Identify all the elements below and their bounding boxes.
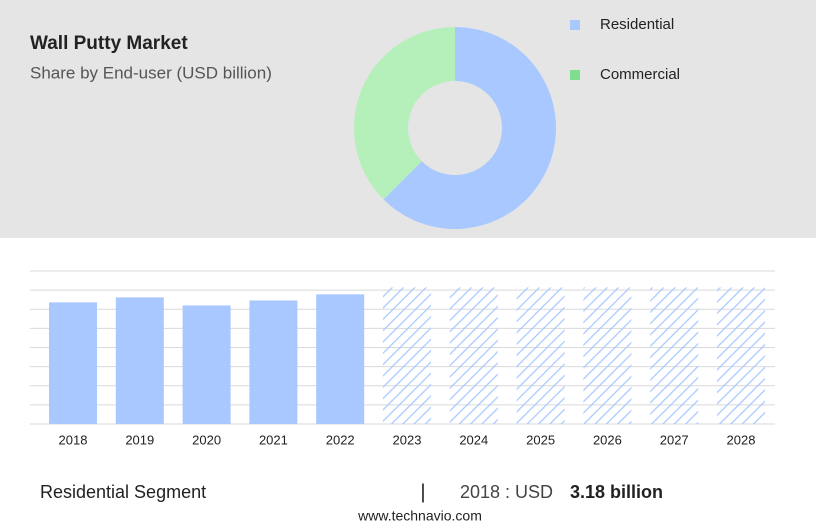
pie-slice	[353, 27, 455, 200]
bar	[383, 287, 431, 424]
bar	[717, 287, 765, 424]
bar	[249, 300, 298, 424]
bar	[516, 287, 565, 424]
bar	[115, 297, 164, 424]
x-tick-label: 2022	[326, 432, 355, 447]
legend-marker	[570, 70, 580, 80]
bar	[650, 287, 699, 424]
bar	[49, 302, 97, 424]
footer-separator: |	[420, 481, 425, 503]
bar	[316, 294, 365, 424]
x-tick-label: 2028	[727, 432, 756, 447]
legend-marker	[570, 20, 580, 30]
pie-slice	[383, 27, 556, 229]
x-tick-label: 2026	[593, 432, 622, 447]
x-tick-label: 2027	[660, 432, 689, 447]
bar	[583, 287, 632, 424]
x-tick-label: 2021	[259, 432, 288, 447]
bar	[182, 305, 231, 424]
footer-value: 3.18 billion	[570, 482, 663, 502]
footer-segment: Residential Segment	[40, 482, 206, 502]
legend-label: Residential	[600, 16, 674, 33]
x-tick-label: 2019	[125, 432, 154, 447]
x-tick-label: 2023	[393, 432, 422, 447]
footer-label: 2018 : USD	[460, 482, 553, 502]
footer-source: www.technavio.com	[357, 508, 482, 524]
legend-label: Commercial	[600, 66, 680, 83]
x-tick-label: 2020	[192, 432, 221, 447]
bar	[449, 287, 498, 424]
x-tick-label: 2025	[526, 432, 555, 447]
x-tick-label: 2018	[59, 432, 88, 447]
chart-subtitle: Share by End-user (USD billion)	[30, 63, 272, 82]
x-tick-label: 2024	[459, 432, 488, 447]
chart-title: Wall Putty Market	[30, 33, 188, 54]
